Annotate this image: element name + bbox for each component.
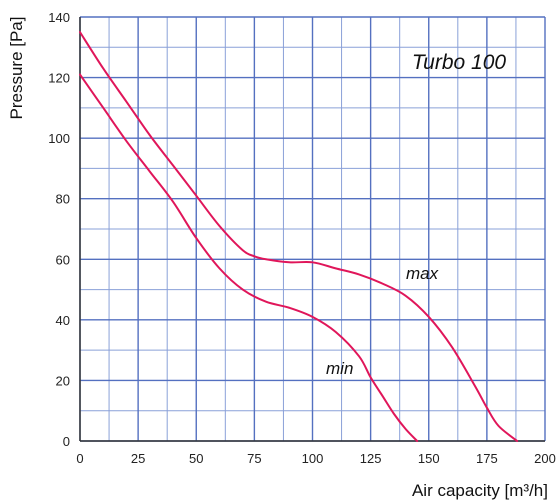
x-tick-label: 100 [302,451,324,466]
grid [79,16,546,442]
curves [79,31,519,442]
y-tick-label: 20 [56,373,70,388]
tick-labels: 0 25 50 75 100 125 150 175 200 0 20 40 60 80 100 120 140 [48,10,556,466]
series-label-min: min [326,359,353,378]
y-tick-label: 140 [48,10,70,25]
series-line-max [79,31,519,442]
x-tick-label: 150 [418,451,440,466]
x-tick-label: 0 [76,451,83,466]
x-tick-label: 200 [534,451,556,466]
x-tick-label: 125 [360,451,382,466]
x-tick-label: 75 [247,451,261,466]
y-tick-label: 80 [56,192,70,207]
x-tick-label: 175 [476,451,498,466]
y-axis-title: Pressure [Pa] [7,17,26,120]
x-tick-label: 50 [189,451,203,466]
y-tick-label: 40 [56,313,70,328]
y-tick-label: 120 [48,71,70,86]
series-line-min [79,73,419,442]
x-tick-label: 25 [131,451,145,466]
chart-title: Turbo 100 [412,51,506,74]
series-label-max: max [406,264,439,283]
x-axis-title: Air capacity [m³/h] [412,481,548,500]
y-tick-label: 100 [48,131,70,146]
y-tick-label: 0 [63,434,70,449]
y-tick-label: 60 [56,252,70,267]
